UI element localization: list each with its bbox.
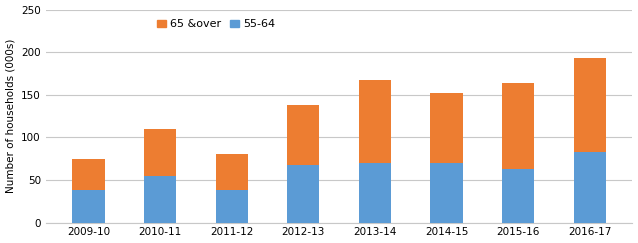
Bar	[72, 159, 105, 190]
Bar	[72, 190, 105, 223]
Legend: 65 &over, 55-64: 65 &over, 55-64	[157, 19, 276, 29]
Bar	[502, 83, 534, 169]
Bar	[216, 154, 248, 190]
Y-axis label: Number of households (000s): Number of households (000s)	[6, 39, 15, 193]
Bar	[574, 58, 605, 152]
Bar	[216, 190, 248, 223]
Bar	[431, 163, 463, 223]
Bar	[287, 105, 320, 165]
Bar	[359, 163, 391, 223]
Bar	[359, 80, 391, 163]
Bar	[431, 93, 463, 163]
Bar	[287, 165, 320, 223]
Bar	[144, 176, 176, 223]
Bar	[502, 169, 534, 223]
Bar	[144, 129, 176, 176]
Bar	[574, 152, 605, 223]
